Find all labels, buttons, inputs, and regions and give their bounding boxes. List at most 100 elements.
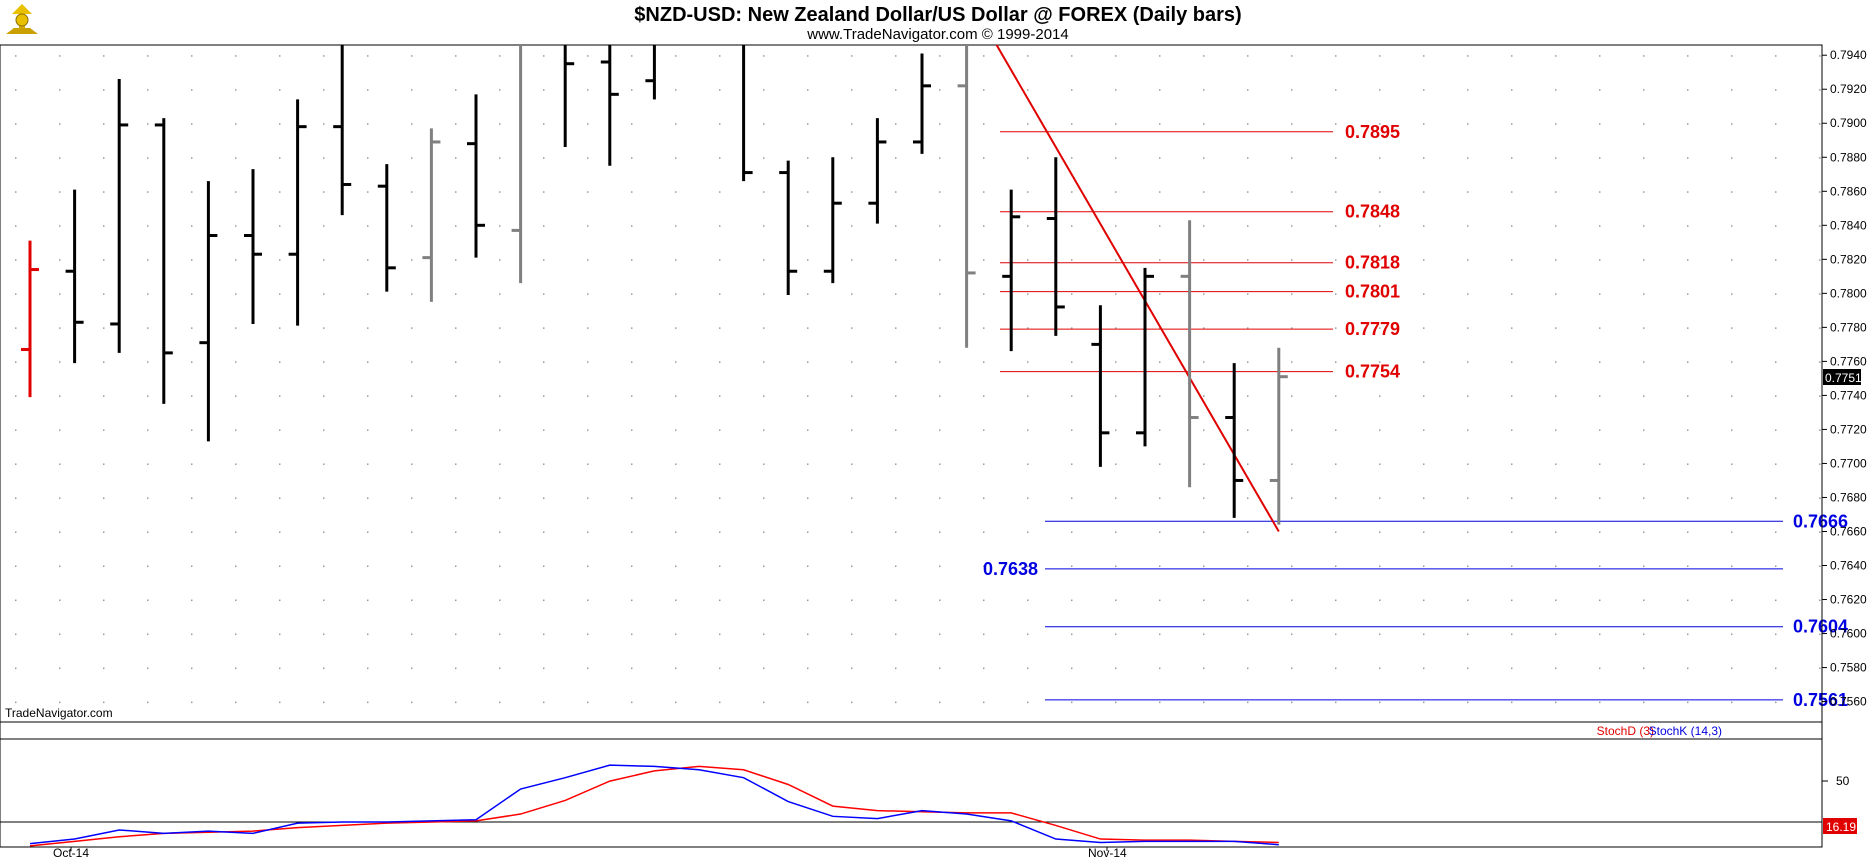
- grid-dot: [367, 497, 369, 499]
- fibonacci-levels: 0.7895 0.7848 0.7818 0.7801 0.7779 0.7754 0.76…: [983, 122, 1848, 710]
- grid-dot: [983, 633, 985, 636]
- grid-dot: [103, 123, 105, 125]
- ohlc-bar: [467, 94, 485, 258]
- grid-dot: [587, 293, 589, 295]
- grid-dot: [1291, 429, 1293, 431]
- grid-dot: [1467, 701, 1469, 704]
- price-tick-label: 0.7720: [1830, 422, 1867, 436]
- grid-dot: [1511, 395, 1513, 397]
- stoch-k-line: [29, 764, 1279, 846]
- grid-dot: [1467, 395, 1469, 397]
- grid-dot: [939, 701, 941, 704]
- grid-dot: [1511, 327, 1513, 329]
- grid-dot: [763, 395, 765, 397]
- grid-dot: [1467, 327, 1469, 329]
- stochastic-pane: [0, 721, 1823, 848]
- grid-dot: [1643, 55, 1645, 57]
- grid-dot: [103, 429, 105, 431]
- grid-dot: [631, 259, 633, 261]
- grid-dot: [1423, 259, 1425, 261]
- grid-dot: [1423, 497, 1425, 499]
- grid-dot: [1687, 191, 1689, 193]
- grid-dot: [1335, 89, 1337, 91]
- current-price-label: 0.7751: [1825, 371, 1862, 385]
- grid-dot: [719, 429, 721, 431]
- grid-dot: [675, 565, 677, 568]
- price-tick-label: 0.7760: [1830, 354, 1867, 368]
- grid-dot: [103, 395, 105, 397]
- grid-dot: [15, 463, 17, 465]
- grid-dot: [631, 55, 633, 57]
- grid-dot: [1467, 123, 1469, 125]
- grid-dot: [895, 89, 897, 91]
- grid-dot: [1555, 89, 1557, 91]
- grid-dot: [631, 191, 633, 193]
- grid-dot: [675, 667, 677, 670]
- grid-dot: [587, 89, 589, 91]
- grid-dot: [103, 327, 105, 329]
- resistance-label: 0.7779: [1345, 319, 1400, 339]
- grid-dot: [631, 157, 633, 159]
- grid-dot: [1027, 463, 1029, 465]
- grid-dot: [1599, 531, 1601, 533]
- grid-dot: [763, 293, 765, 295]
- grid-dot: [1467, 259, 1469, 261]
- grid-dot: [15, 531, 17, 533]
- grid-dot: [851, 667, 853, 670]
- grid-dot: [1247, 463, 1249, 465]
- grid-dot: [59, 599, 61, 602]
- grid-dot: [1027, 123, 1029, 125]
- grid-dot: [499, 463, 501, 465]
- grid-dot: [1203, 361, 1205, 363]
- grid-dot: [1599, 259, 1601, 261]
- grid-dot: [1775, 429, 1777, 431]
- price-tick-label: 0.7840: [1830, 218, 1867, 232]
- grid-dot: [191, 259, 193, 261]
- ohlc-bar: [422, 128, 441, 302]
- grid-dot: [631, 225, 633, 227]
- grid-dot: [763, 157, 765, 159]
- grid-dot: [499, 361, 501, 363]
- price-tick-label: 0.7900: [1830, 116, 1867, 130]
- grid-dot: [939, 89, 941, 91]
- grid-dot: [1775, 667, 1777, 670]
- grid-dot: [279, 701, 281, 704]
- grid-dot: [1379, 599, 1381, 602]
- grid-dot: [191, 531, 193, 533]
- grid-dot: [15, 157, 17, 159]
- grid-dot: [1555, 429, 1557, 431]
- grid-dot: [939, 633, 941, 636]
- grid-dot: [1555, 259, 1557, 261]
- grid-dot: [15, 89, 17, 91]
- grid-dot: [1379, 225, 1381, 227]
- ohlc-bar: [779, 160, 798, 296]
- grid-dot: [455, 123, 457, 125]
- grid-dot: [235, 157, 237, 159]
- grid-dot: [1247, 531, 1249, 533]
- grid-dot: [1643, 89, 1645, 91]
- grid-dot: [1599, 497, 1601, 499]
- grid-dot: [103, 293, 105, 295]
- grid-dot: [499, 701, 501, 704]
- ohlc-bar: [377, 164, 396, 292]
- grid-dot: [851, 191, 853, 193]
- grid-dot: [59, 327, 61, 329]
- grid-dot: [807, 259, 809, 261]
- grid-dot: [587, 429, 589, 431]
- grid-dot: [1247, 599, 1249, 602]
- grid-dot: [587, 531, 589, 533]
- grid-dot: [1819, 633, 1821, 636]
- grid-dot: [1379, 565, 1381, 568]
- grid-dot: [763, 327, 765, 329]
- grid-dot: [235, 327, 237, 329]
- grid-dot: [895, 599, 897, 602]
- grid-dot: [15, 701, 17, 704]
- price-tick-label: 0.7820: [1830, 252, 1867, 266]
- grid-dot: [1731, 157, 1733, 159]
- grid-dot: [191, 191, 193, 193]
- grid-dot: [499, 667, 501, 670]
- grid-dot: [1423, 463, 1425, 465]
- grid-dot: [279, 361, 281, 363]
- grid-dot: [1423, 531, 1425, 533]
- grid-dot: [851, 361, 853, 363]
